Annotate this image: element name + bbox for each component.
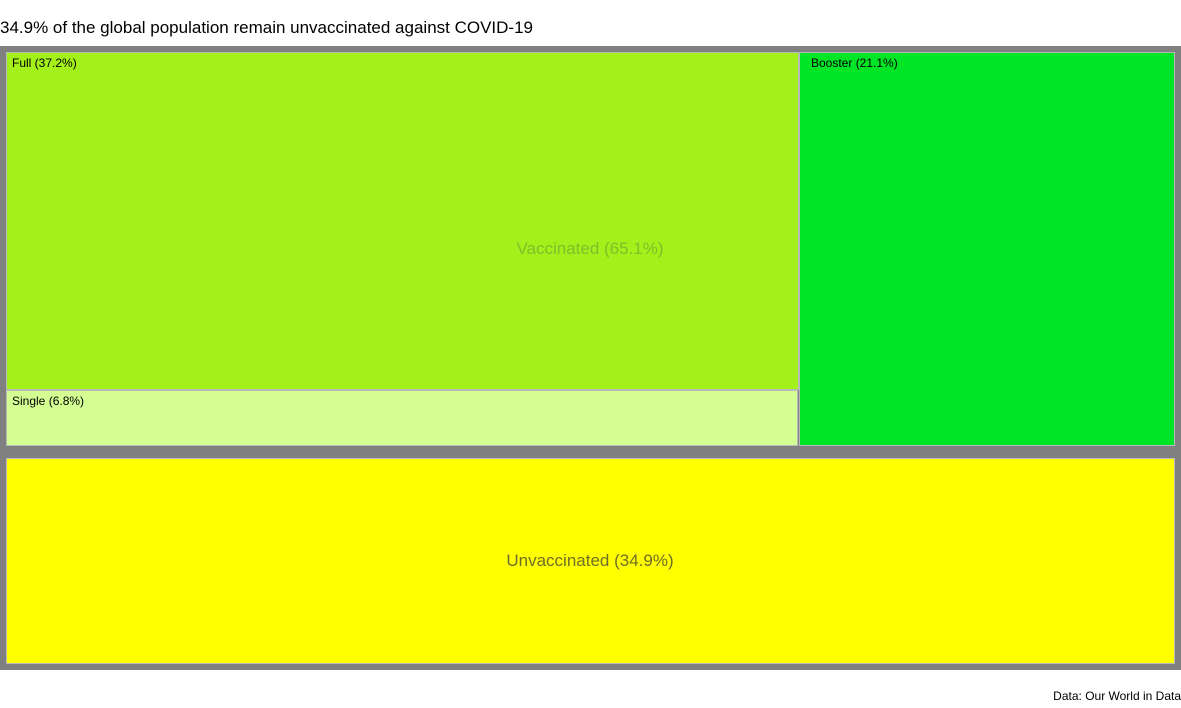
tile-full-label: Full (37.2%) [12, 56, 77, 70]
tile-booster: Booster (21.1%) [799, 52, 1175, 446]
tile-single: Single (6.8%) [6, 390, 798, 446]
tile-full: Full (37.2%) [6, 52, 799, 390]
tile-booster-label: Booster (21.1%) [811, 56, 898, 70]
treemap-frame: Full (37.2%) Single (6.8%) Booster (21.1… [0, 46, 1181, 670]
chart-title: 34.9% of the global population remain un… [0, 18, 534, 37]
group-label-unvaccinated: Unvaccinated (34.9%) [506, 551, 674, 570]
tile-single-label: Single (6.8%) [12, 394, 85, 408]
group-label-vaccinated: Vaccinated (65.1%) [516, 239, 664, 258]
tile-unvaccinated [6, 458, 1175, 664]
source-caption: Data: Our World in Data [1053, 689, 1181, 703]
